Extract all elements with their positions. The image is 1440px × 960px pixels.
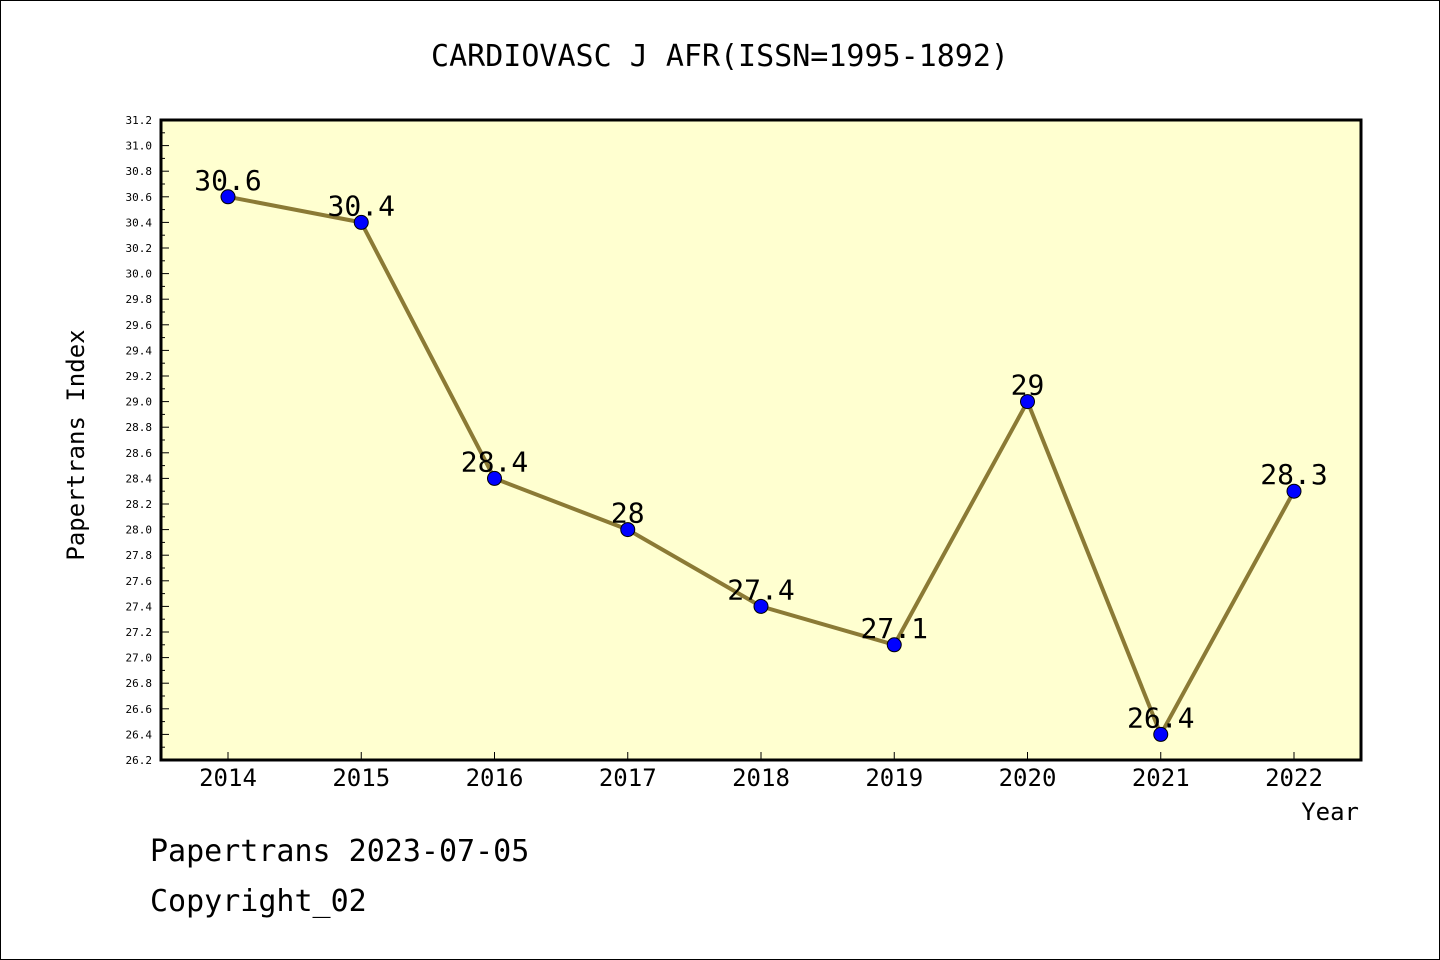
data-point (886, 637, 902, 653)
footer-date: Papertrans 2023-07-05 (150, 834, 530, 869)
data-label: 28.3 (1260, 458, 1327, 491)
data-label: 26.4 (1127, 701, 1194, 734)
y-tick-label: 29.8 (126, 293, 153, 306)
y-tick-label: 26.2 (126, 754, 153, 767)
x-tick-label: 2015 (332, 764, 390, 792)
y-tick-label: 30.8 (126, 165, 153, 178)
y-tick-label: 28.6 (126, 447, 153, 460)
y-tick-label: 27.0 (126, 652, 153, 665)
x-tick-label: 2021 (1132, 764, 1190, 792)
y-tick-label: 29.2 (126, 370, 153, 383)
y-tick-label: 27.6 (126, 575, 153, 588)
x-tick-label: 2014 (199, 764, 257, 792)
data-label: 29 (1011, 369, 1045, 402)
data-label: 27.1 (861, 612, 928, 645)
y-tick-label: 28.0 (126, 524, 153, 537)
y-tick-label: 26.8 (126, 677, 153, 690)
data-point (1286, 483, 1302, 499)
data-labels: 30.6 30.4 28.4 28 27.4 27.1 29 26.4 28.3 (194, 164, 1327, 735)
data-point (220, 189, 236, 205)
y-tick-label: 30.0 (126, 268, 153, 281)
y-tick-label: 27.2 (126, 626, 153, 639)
y-tick-label: 27.8 (126, 549, 153, 562)
data-point (487, 470, 502, 486)
y-tick-label: 31.0 (126, 140, 153, 153)
data-point (620, 522, 636, 538)
data-point (753, 598, 769, 614)
y-tick-label: 29.4 (126, 344, 153, 357)
y-tick-label: 30.2 (126, 242, 153, 255)
x-tick-label: 2020 (999, 764, 1057, 792)
data-point (1153, 726, 1169, 742)
y-tick-label: 28.8 (126, 421, 153, 434)
data-label: 30.6 (194, 164, 261, 197)
y-tick-label: 28.2 (126, 498, 153, 511)
y-tick-label: 31.2 (126, 114, 153, 127)
y-tick-label: 29.0 (126, 396, 153, 409)
y-tick-label: 30.4 (126, 216, 153, 229)
data-label: 28 (611, 497, 645, 530)
x-tick-label: 2019 (865, 764, 923, 792)
chart-title: CARDIOVASC J AFR(ISSN=1995-1892) (431, 39, 1009, 74)
y-tick-label: 28.4 (126, 472, 153, 485)
data-label: 27.4 (727, 573, 794, 606)
y-tick-label: 26.4 (126, 728, 153, 741)
y-axis: 26.2 26.4 26.6 26.8 27.0 27.2 27.4 27.6 27.8 28.0… (126, 114, 169, 767)
x-tick-label: 2022 (1265, 764, 1323, 792)
x-axis: 2014 2015 2016 2017 2018 2019 2020 2021 2022 (199, 752, 1323, 792)
y-tick-label: 27.4 (126, 600, 153, 613)
x-tick-label: 2018 (732, 764, 790, 792)
series-points (220, 189, 1302, 742)
footer-copyright: Copyright_02 (150, 884, 367, 919)
y-tick-label: 29.6 (126, 319, 153, 332)
data-label: 30.4 (328, 189, 395, 222)
x-tick-label: 2017 (599, 764, 657, 792)
y-tick-label: 26.6 (126, 703, 153, 716)
y-tick-label: 30.6 (126, 191, 153, 204)
x-tick-label: 2016 (466, 764, 524, 792)
x-axis-label: Year (1301, 798, 1359, 826)
data-point (353, 214, 369, 230)
y-axis-label: Papertrans Index (62, 329, 90, 560)
data-label: 28.4 (461, 445, 528, 478)
data-point (1020, 394, 1035, 410)
